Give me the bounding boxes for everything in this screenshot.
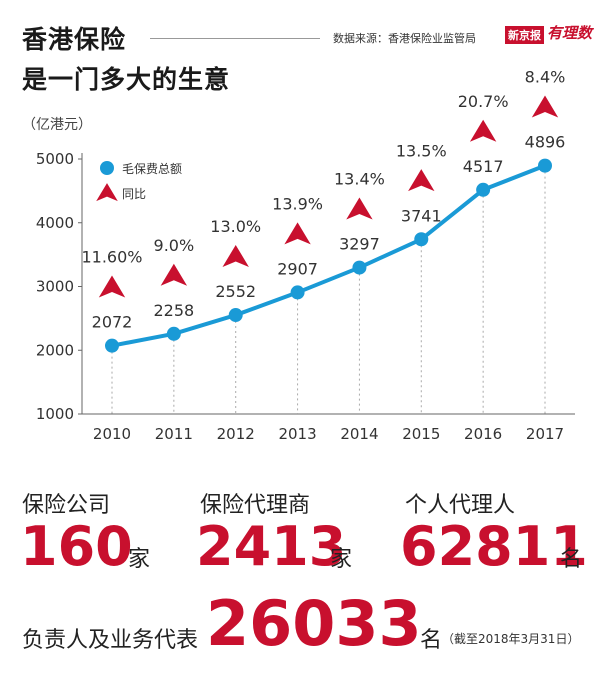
title-line-2: 是一门多大的生意 — [22, 65, 231, 94]
x-tick-label: 2017 — [526, 425, 564, 443]
growth-label: 9.0% — [154, 236, 195, 255]
companies-label: 保险公司 — [22, 493, 111, 518]
title-rule — [150, 38, 320, 39]
data-point — [290, 285, 305, 300]
reps-note: （截至2018年3月31日） — [442, 632, 580, 646]
reps-unit: 名 — [420, 628, 443, 653]
growth-label: 13.4% — [334, 170, 385, 189]
y-unit-label: （亿港元） — [22, 117, 92, 133]
axes: 1000 2000 3000 4000 5000 2010 2011 2012 2013 2014… — [36, 150, 575, 443]
y-tick-label: 3000 — [36, 278, 74, 296]
x-tick-label: 2014 — [340, 425, 378, 443]
legend-label-growth: 同比 — [122, 187, 146, 201]
individuals-unit: 名 — [560, 547, 583, 572]
title-line-1: 香港保险 — [22, 25, 127, 54]
data-label: 2907 — [277, 259, 318, 278]
x-tick-label: 2011 — [155, 425, 193, 443]
data-label: 3741 — [401, 206, 442, 225]
growth-label: 13.5% — [396, 141, 447, 160]
agencies-unit: 家 — [330, 547, 353, 572]
x-tick-label: 2012 — [217, 425, 255, 443]
companies-unit: 家 — [128, 547, 151, 572]
series-line — [111, 163, 546, 348]
y-tick-label: 1000 — [36, 405, 74, 423]
grid-lines — [111, 171, 546, 414]
premium-chart: 1000 2000 3000 4000 5000 2010 2011 2012 2013 2014… — [36, 68, 575, 443]
data-label: 4896 — [525, 133, 566, 152]
premium-line — [111, 163, 546, 348]
legend-swatch-growth — [96, 183, 118, 202]
data-label: 2072 — [92, 313, 133, 332]
growth-label: 11.60% — [81, 248, 142, 267]
growth-marker — [98, 275, 126, 298]
data-point — [414, 232, 429, 247]
agencies-label: 保险代理商 — [200, 493, 311, 518]
xinjingbao-logo: 新京报 — [505, 26, 544, 44]
x-tick-label: 2010 — [93, 425, 131, 443]
data-source: 数据来源：香港保险业监管局 — [333, 32, 476, 45]
agencies-value: 2413 — [196, 515, 347, 578]
data-label: 3297 — [339, 235, 380, 254]
y-tick-label: 5000 — [36, 150, 74, 168]
growth-markers: 11.60% 9.0% 13.0% 13.9% 13.4% 13.5% 20.7% 8.4% — [81, 68, 565, 298]
data-point — [166, 326, 181, 341]
growth-marker — [160, 263, 188, 286]
x-tick-label: 2013 — [278, 425, 316, 443]
youlishu-logo: 有理数 — [547, 24, 593, 42]
growth-marker — [346, 197, 373, 220]
x-tick-label: 2016 — [464, 425, 502, 443]
growth-marker — [408, 169, 435, 192]
growth-marker — [222, 244, 249, 267]
data-label: 2552 — [215, 282, 256, 301]
y-tick-label: 2000 — [36, 341, 74, 359]
legend-label-premium: 毛保费总额 — [122, 162, 182, 176]
growth-marker — [469, 119, 497, 142]
y-tick-label: 4000 — [36, 214, 74, 232]
growth-label: 13.9% — [272, 194, 323, 213]
growth-label: 13.0% — [210, 217, 261, 236]
reps-value: 26033 — [206, 587, 422, 660]
legend-swatch-premium — [100, 161, 114, 175]
data-point — [105, 338, 119, 353]
data-label: 4517 — [463, 157, 504, 176]
data-point — [228, 308, 243, 323]
data-point — [538, 158, 552, 173]
growth-marker — [531, 95, 559, 118]
companies-value: 160 — [20, 515, 133, 578]
data-point — [352, 260, 367, 275]
growth-label: 8.4% — [525, 68, 566, 87]
data-points: 2072 2258 2552 2907 3297 3741 4517 4896 — [92, 133, 566, 353]
reps-label: 负责人及业务代表 — [22, 628, 199, 653]
individuals-label: 个人代理人 — [405, 493, 516, 518]
x-tick-label: 2015 — [402, 425, 440, 443]
growth-marker — [284, 222, 311, 245]
data-point — [476, 182, 491, 197]
data-label: 2258 — [153, 301, 194, 320]
growth-label: 20.7% — [458, 92, 509, 111]
individuals-value: 62811 — [400, 515, 588, 578]
